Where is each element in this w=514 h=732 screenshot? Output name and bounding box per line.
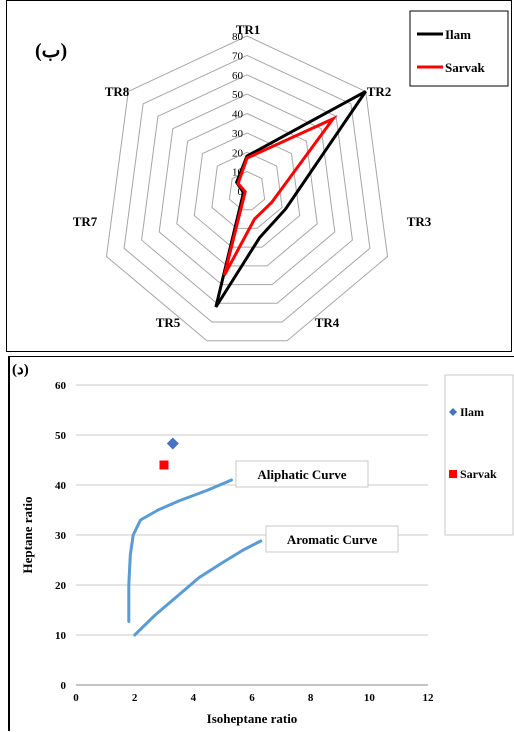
scatter-legend-box [444,374,514,536]
x-tick-label: 2 [132,692,138,704]
legend-label: Sarvak [445,60,486,75]
radar-tick-label: 70 [232,50,244,62]
panel-label: (د) [12,362,29,378]
radar-tick-label: 60 [232,70,244,82]
radar-grid-ring [105,35,389,342]
radar-tick-label: 0 [238,186,244,198]
legend-label: Ilam [460,405,484,419]
y-tick-label: 60 [55,380,67,392]
radar-grid-ring [228,171,266,211]
radar-grid-ring [123,54,371,323]
y-tick-label: 0 [61,680,67,692]
radar-axis-label: TR4 [315,315,340,330]
x-tick-label: 8 [308,692,314,704]
radar-series-ilam [214,90,367,308]
radar-grid-ring [158,93,336,286]
radar-tick-label: 50 [232,89,244,101]
radar-tick-label: 30 [232,128,244,140]
y-tick-label: 20 [55,580,67,592]
data-point-ilam [166,437,179,450]
radar-axis-label: TR8 [105,84,130,99]
y-tick-label: 30 [55,530,67,542]
radar-legend-box [409,10,509,87]
radar-tick-label: 80 [232,31,244,43]
curve-0 [127,478,233,623]
radar-grid-ring [211,151,283,229]
y-tick-label: 40 [55,480,67,492]
scatter-chart-panel: 0 10 20 30 40 50 60 0 2 4 6 8 10 12 Isoheptane ratio He… [8,356,514,731]
legend-marker [449,470,457,478]
curve-1 [133,539,263,637]
y-tick-label: 50 [55,430,67,442]
y-tick-label: 10 [55,630,67,642]
radar-tick-label: 40 [232,109,244,121]
legend-label: Ilam [445,27,471,42]
scatter-chart: 0 10 20 30 40 50 60 0 2 4 6 8 10 12 Isoheptane ratio He… [12,362,514,726]
x-axis-label: Isoheptane ratio [207,711,298,726]
x-tick-label: 12 [423,692,435,704]
legend-marker [449,408,457,416]
radar-grid-ring [193,132,301,248]
x-tick-label: 0 [73,692,79,704]
curve-label: Aliphatic Curve [257,467,346,482]
radar-axis-label: TR5 [156,315,181,330]
curve-label: Aromatic Curve [287,532,378,547]
curve-label-box [265,525,399,553]
x-tick-label: 10 [364,692,376,704]
curve-label-box [235,460,369,488]
radar-chart-panel: 0 10 20 30 40 50 60 70 80 TR1 TR2 TR3 TR4 TR5 TR7 TR8 (ب… [6,0,512,352]
radar-grid-ring [141,74,353,304]
radar-tick-label: 10 [232,167,244,179]
radar-tick-label: 20 [232,147,244,159]
x-tick-label: 4 [191,692,197,704]
radar-axis-label: TR3 [407,214,432,229]
data-point-sarvak [159,460,169,470]
radar-series-sarvak [222,115,338,276]
radar-axis-label: TR2 [367,84,392,99]
radar-axis-label: TR7 [73,214,98,229]
panel-label: (ب) [35,40,67,62]
y-axis-label: Heptane ratio [20,497,35,574]
x-tick-label: 6 [249,692,255,704]
radar-axis-label: TR1 [236,22,261,37]
legend-label: Sarvak [460,467,497,481]
